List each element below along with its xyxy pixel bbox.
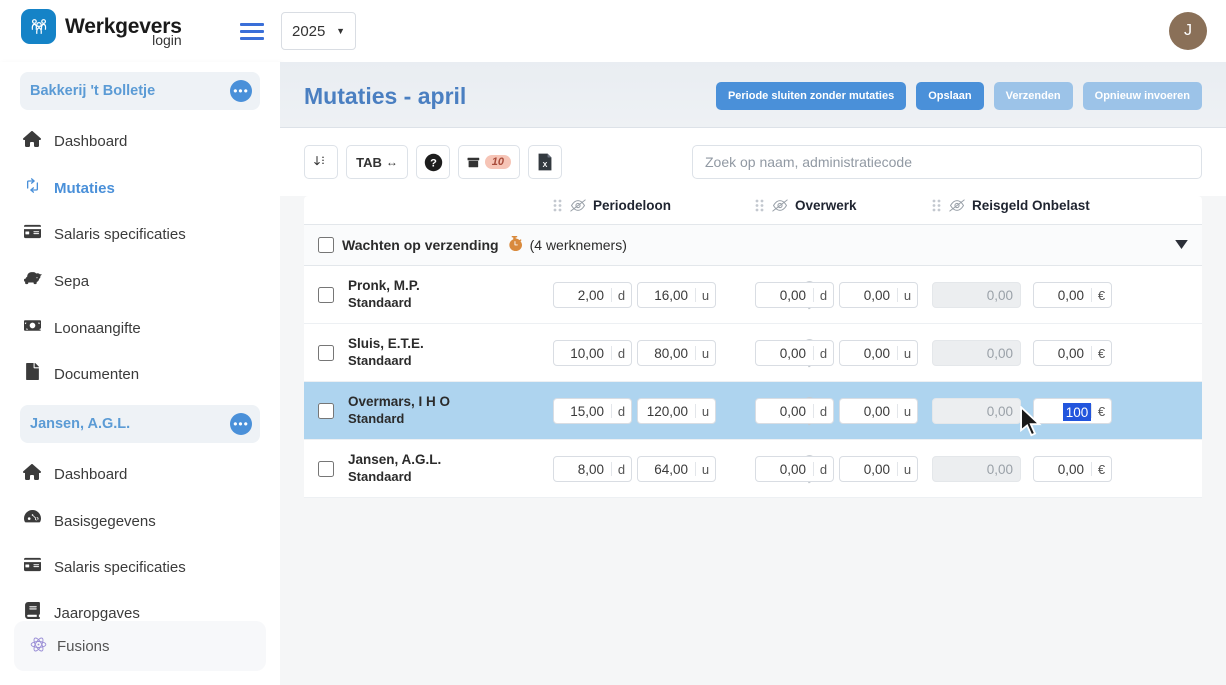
svg-text:X: X [543, 162, 548, 169]
svg-text:?: ? [430, 157, 437, 169]
svg-text:$: $ [38, 24, 40, 28]
